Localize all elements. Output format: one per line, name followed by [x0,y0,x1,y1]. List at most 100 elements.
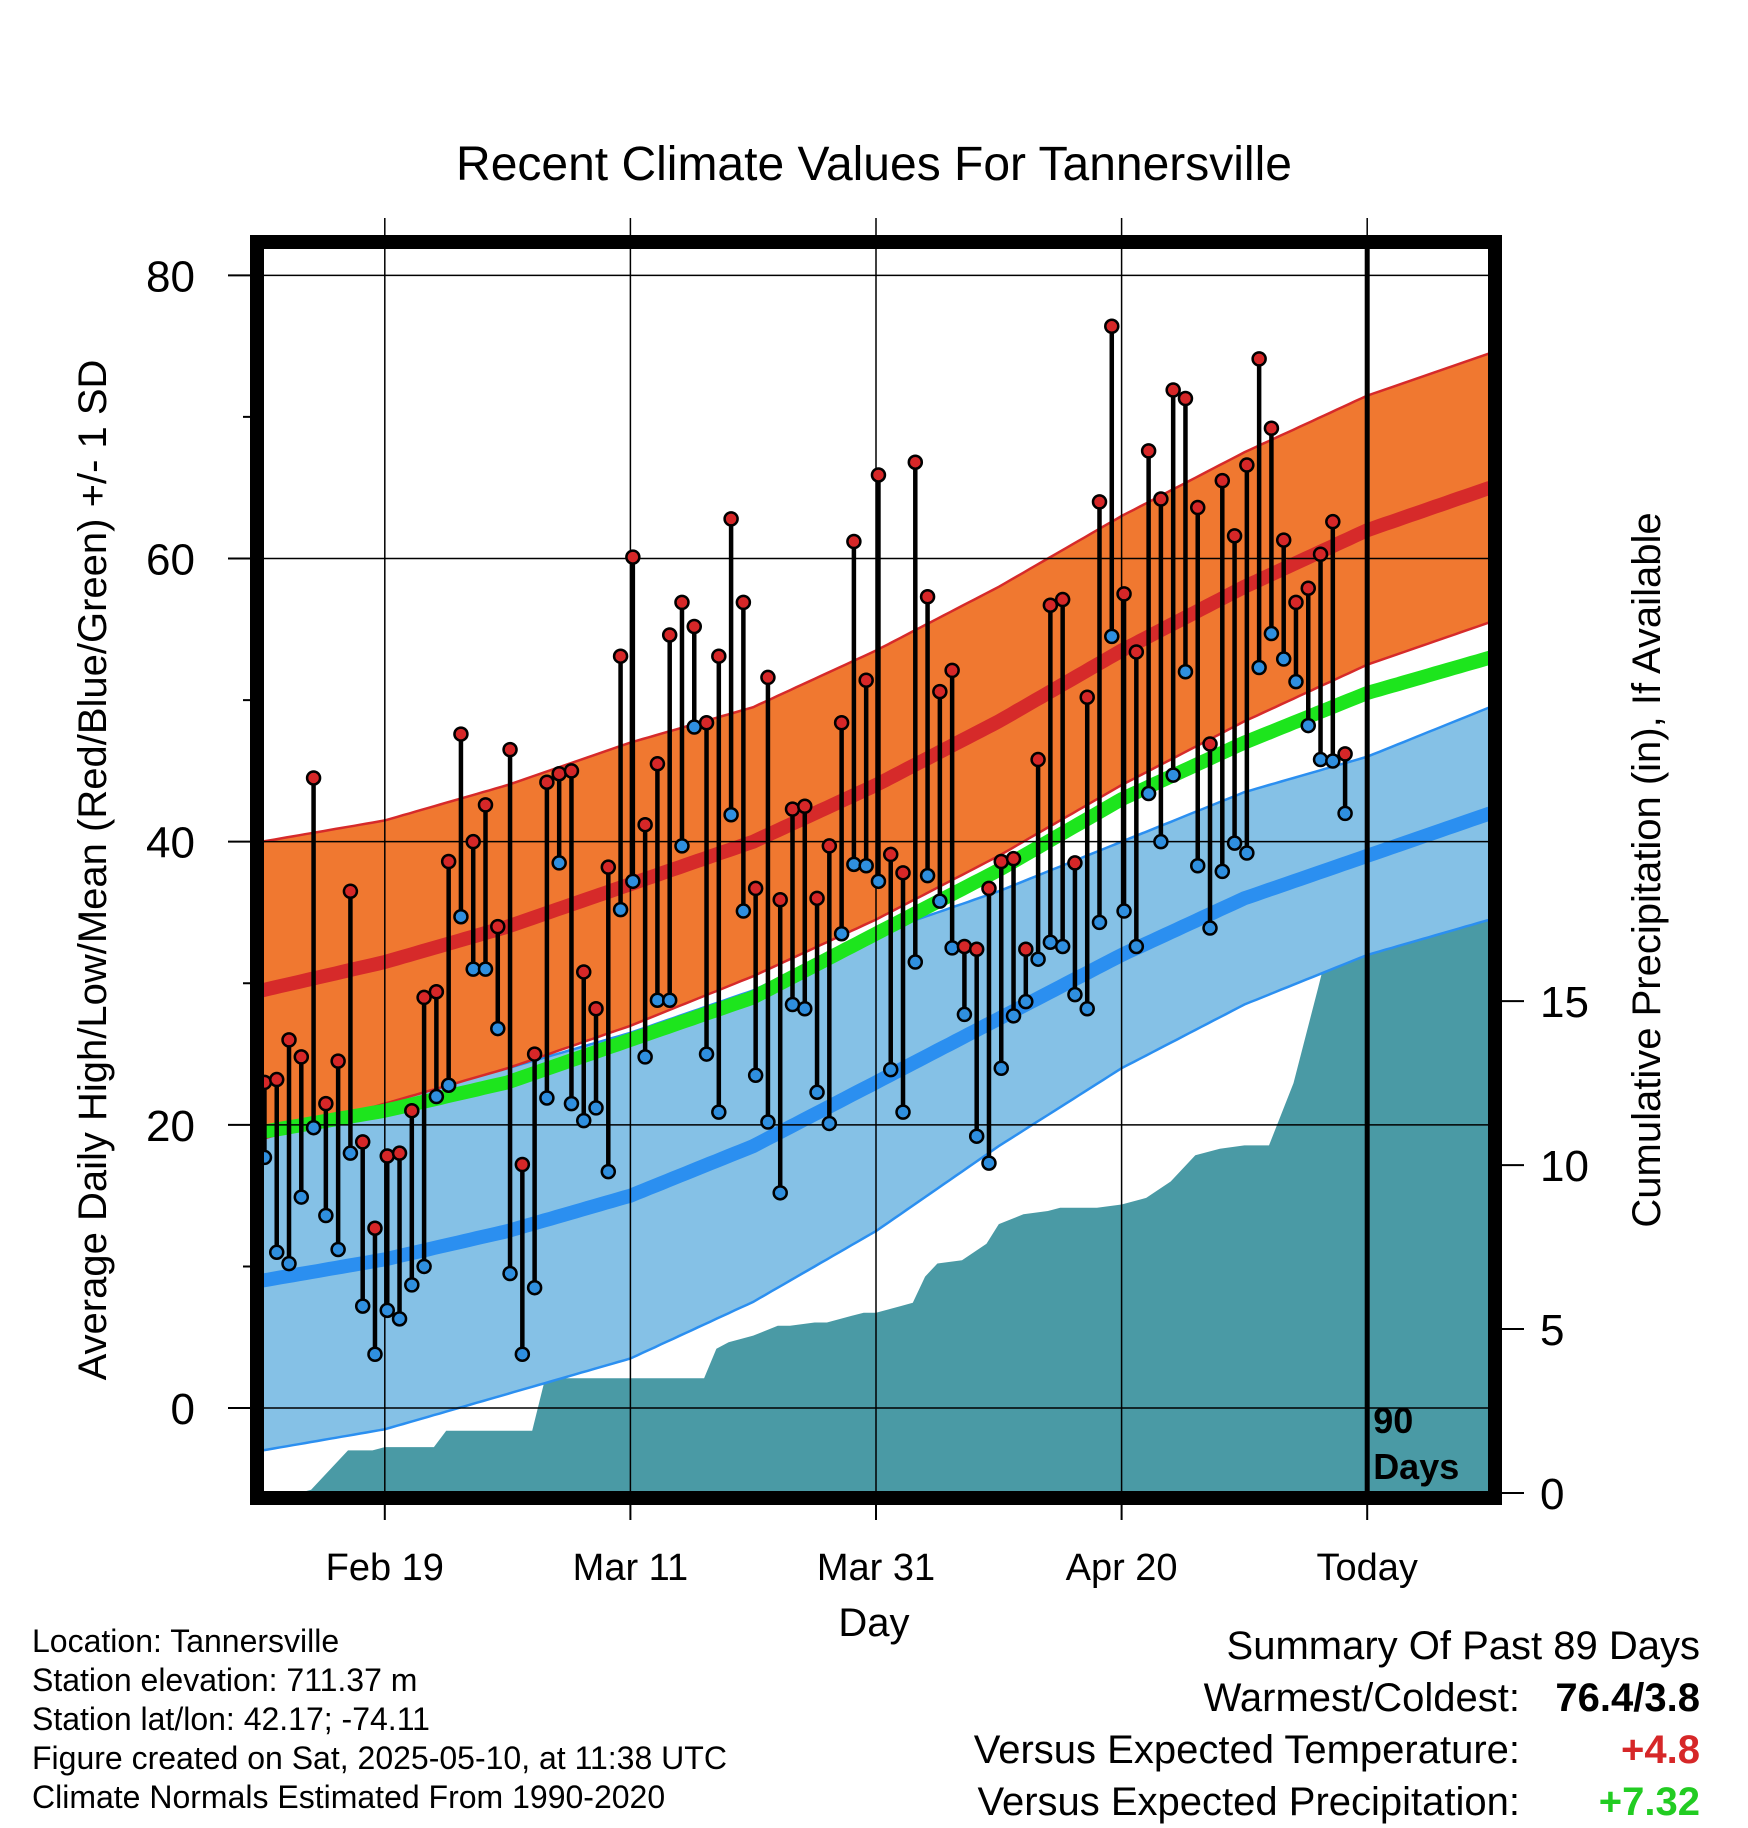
warmest-value: 76.4/3.8 [1555,1676,1700,1720]
daily-high-point [1275,532,1292,548]
daily-low-point [477,961,494,977]
daily-low-point [981,1155,997,1171]
daily-high-point [649,756,666,772]
daily-high-point [1214,472,1231,489]
precip-anomaly-label: Versus Expected Precipitation: [977,1780,1520,1824]
daily-low-point [968,1128,985,1144]
daily-low-point [588,1100,604,1116]
precip-area [262,856,1490,1493]
daily-high-point [514,1156,531,1173]
daily-low-point [1202,920,1218,936]
daily-low-point [539,1090,555,1106]
daily-high-point [1018,941,1034,958]
daily-high-point [1300,580,1317,596]
daily-low-point [907,954,924,970]
daily-high-point [846,533,862,550]
daily-high-point [711,648,727,664]
location-text: Location: Tannersville [32,1623,340,1659]
daily-high-point [367,1220,383,1236]
daily-high-point [1312,546,1329,563]
daily-low-point [1091,914,1108,931]
daily-low-point [809,1084,825,1101]
daily-high-point [956,938,973,955]
daily-high-point [342,883,359,899]
daily-low-point [575,1112,592,1129]
daily-high-point [932,683,948,700]
daily-low-point [1325,753,1341,769]
daily-low-point [932,893,948,909]
daily-high-point [1202,736,1218,752]
daily-high-point [318,1095,334,1112]
y-tick-label: 80 [146,252,195,301]
daily-high-point [404,1102,420,1119]
daily-low-point [797,1001,813,1017]
summary-warmest-row: Warmest/Coldest: 76.4/3.8 [974,1672,1700,1724]
daily-low-point [870,873,887,890]
daily-high-point [784,801,801,817]
daily-high-point [563,763,580,779]
daily-high-point [661,627,678,643]
daily-low-point [268,1244,285,1261]
daily-low-point [1128,938,1145,955]
latlon-text: Station lat/lon: 42.17; -74.11 [32,1701,430,1737]
daily-low-point [379,1302,396,1319]
daily-high-point [1079,689,1095,706]
daily-high-point [870,467,887,483]
daily-high-point [1239,457,1255,473]
daily-high-point [1325,513,1341,530]
daily-high-point [490,918,506,935]
daily-low-point [821,1115,838,1132]
daily-low-point [490,1020,506,1037]
daily-low-point [1251,659,1267,676]
daily-low-point [404,1277,420,1293]
daily-low-point [1214,863,1231,880]
daily-high-point [895,865,911,881]
daily-high-point [907,454,924,470]
daily-low-point [1226,835,1243,851]
daily-low-point [551,855,567,871]
daily-low-point [293,1189,310,1205]
daily-low-point [1018,993,1034,1010]
y2-tick-label: 10 [1540,1142,1589,1191]
daily-low-point [416,1258,432,1275]
daily-low-point [1239,845,1255,861]
daily-low-point [846,856,862,873]
daily-low-point [882,1061,899,1078]
station-info: Location: Tannersville Station elevation… [32,1622,727,1817]
daily-low-point [1165,767,1181,783]
daily-high-point [440,853,457,870]
x-tick-label: Mar 11 [573,1547,688,1589]
daily-high-point [526,1046,543,1062]
daily-high-point [821,838,838,854]
daily-low-point [330,1241,346,1258]
daily-high-point [1251,351,1267,367]
summary-title: Summary Of Past 89 Days [1226,1624,1700,1668]
y-tick-label: 0 [171,1385,195,1434]
daily-high-point [1189,499,1206,516]
daily-low-point [1067,986,1083,1003]
daily-high-point [723,511,739,527]
daily-low-point [858,858,874,874]
daily-high-point [539,774,555,790]
daily-high-point [477,797,494,813]
daily-low-point [526,1279,543,1296]
daily-high-point [833,714,850,731]
daily-low-point [674,838,690,854]
daily-high-point [612,648,629,664]
daily-high-point [1153,491,1169,507]
daily-high-point [330,1053,346,1069]
daily-low-point [1337,805,1353,822]
daily-high-point [919,588,936,605]
daily-high-point [293,1049,310,1065]
daily-low-point [502,1265,518,1282]
daily-high-point [993,853,1010,870]
summary-precip-row: Versus Expected Precipitation: +7.32 [974,1776,1700,1828]
daily-low-point [281,1255,297,1272]
daily-high-point [1140,443,1157,459]
daily-high-point [674,594,690,611]
daily-low-point [723,807,739,823]
daily-low-point [1288,673,1304,690]
y-tick-label: 20 [146,1102,195,1151]
today-days-word: Days [1373,1446,1459,1487]
daily-high-point [268,1071,285,1088]
